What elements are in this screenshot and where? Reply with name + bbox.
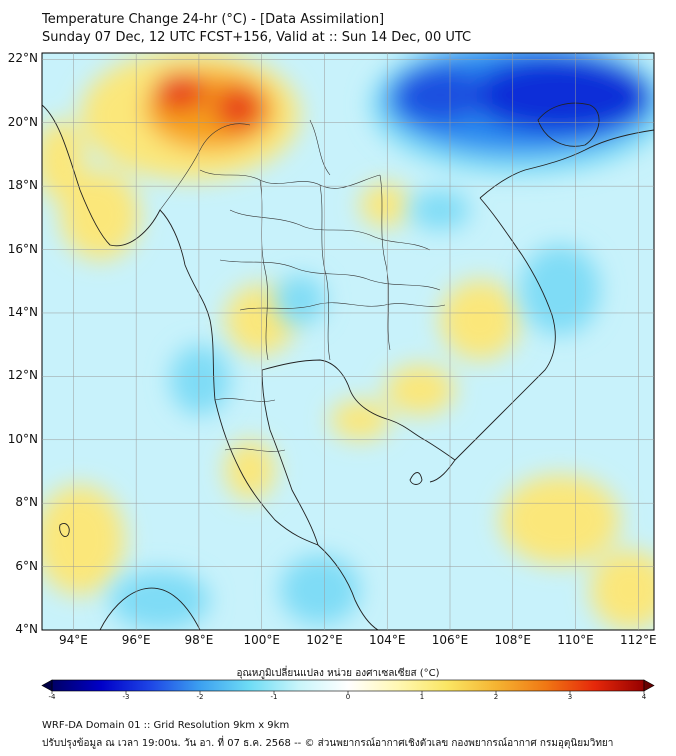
colorbar-title: อุณหภูมิเปลี่ยนแปลง หน่วย องศาเซลเซียส (… bbox=[236, 668, 440, 679]
colorbar-tick-label: 1 bbox=[419, 693, 425, 701]
longitude-label: 98°E bbox=[184, 633, 214, 647]
latitude-label: 20°N bbox=[7, 114, 38, 129]
temperature-field bbox=[42, 53, 654, 630]
colorbar-tick-label: 4 bbox=[641, 693, 647, 701]
colorbar-tick-label: 2 bbox=[493, 693, 499, 701]
map-title: Temperature Change 24-hr (°C) - [Data As… bbox=[42, 12, 385, 27]
footer-update-info: ปรับปรุงข้อมูล ณ เวลา 19:00น. วัน อา. ที… bbox=[42, 738, 614, 749]
map-subtitle: Sunday 07 Dec, 12 UTC FCST+156, Valid at… bbox=[42, 30, 472, 45]
gridlines bbox=[42, 53, 654, 630]
admin-boundaries bbox=[159, 119, 446, 452]
warm-anomalies bbox=[42, 53, 654, 630]
colorbar-tick-label: -3 bbox=[122, 693, 130, 701]
latitude-label: 14°N bbox=[7, 304, 38, 319]
longitude-label: 104°E bbox=[368, 633, 406, 647]
colorbar-tick-label: -1 bbox=[270, 693, 278, 701]
colorbar-tick-label: -2 bbox=[196, 693, 204, 701]
footer-model-info: WRF-DA Domain 01 :: Grid Resolution 9km … bbox=[42, 720, 290, 731]
longitude-label: 100°E bbox=[243, 633, 280, 647]
colorbar-tick-label: 3 bbox=[567, 693, 573, 701]
latitude-label: 18°N bbox=[7, 178, 38, 193]
longitude-label: 110°E bbox=[557, 633, 594, 647]
coastlines bbox=[42, 102, 654, 630]
colorbar-tick-marks bbox=[51, 691, 645, 694]
colorbar-tick-label: 0 bbox=[345, 693, 351, 701]
latitude-label: 12°N bbox=[7, 368, 38, 383]
latitude-label: 6°N bbox=[15, 558, 38, 573]
longitude-label: 96°E bbox=[121, 633, 151, 647]
cold-anomalies bbox=[110, 53, 654, 630]
latitude-label: 10°N bbox=[7, 431, 38, 446]
latitude-label: 8°N bbox=[15, 495, 38, 510]
longitude-label: 102°E bbox=[306, 633, 343, 647]
latitude-label: 16°N bbox=[7, 241, 38, 256]
latitude-label: 22°N bbox=[7, 51, 38, 66]
longitude-label: 108°E bbox=[494, 633, 532, 647]
colorbar-max-arrow bbox=[643, 679, 655, 692]
longitude-label: 106°E bbox=[431, 633, 469, 647]
longitude-label: 94°E bbox=[58, 633, 88, 647]
latitude-label: 4°N bbox=[15, 622, 38, 636]
longitude-label: 112°E bbox=[620, 633, 657, 647]
colorbar-min-arrow bbox=[41, 679, 53, 692]
colorbar bbox=[51, 679, 645, 692]
map-frame bbox=[41, 52, 655, 631]
colorbar-tick-label: -4 bbox=[48, 693, 56, 701]
